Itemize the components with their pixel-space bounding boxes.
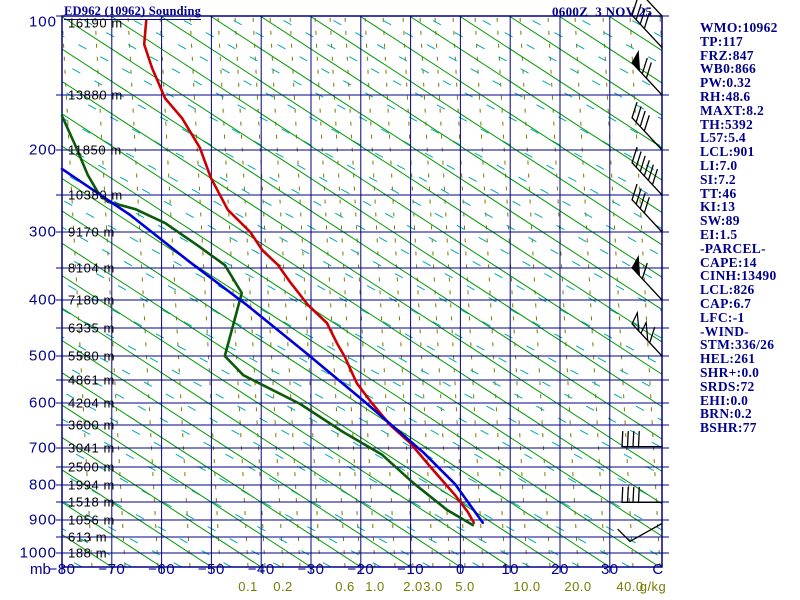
temp-tick-label: −50 [197,561,225,578]
index-line: -WIND- [700,323,750,339]
height-label: 188 m [68,545,108,561]
index-line: SHR+:0.0 [700,364,760,380]
index-line: HEL:261 [700,351,756,367]
index-line: LCL:826 [700,282,755,298]
index-line: RH:48.6 [700,88,751,104]
index-line: WB0:866 [700,61,757,77]
plot-border [61,15,663,568]
height-label: 1518 m [68,494,115,510]
height-label: 13880 m [68,87,123,103]
mixing-ratio-label: 0.6 [335,579,355,594]
index-line: EI:1.5 [700,226,738,242]
parcel-curve [60,167,485,525]
index-line: LI:7.0 [700,157,738,173]
height-label: 6335 m [68,320,115,336]
dewpoint-curve [60,114,475,527]
pressure-label: 1000 [19,544,57,562]
height-label: 8104 m [68,260,115,276]
index-line: BRN:0.2 [700,406,752,422]
height-label: 1056 m [68,512,115,528]
height-label: 7180 m [68,292,115,308]
pressure-label: 100 [28,13,57,31]
temp-tick-label: −60 [148,561,176,578]
index-line: -PARCEL- [700,240,766,256]
temp-tick-label: −70 [98,561,126,578]
temp-tick-label: −30 [297,561,325,578]
index-line: TP:117 [700,33,744,49]
temp-tick-label: −80 [48,561,76,578]
pressure-label: 300 [28,223,57,241]
moist-adiabat-lines [62,16,662,567]
pressure-label: 600 [28,394,57,412]
index-line: TT:46 [700,185,737,201]
index-line: MAXT:8.2 [700,102,765,118]
height-label: 16190 m [68,15,123,31]
index-line: TH:5392 [700,116,754,132]
mixing-ratio-label: 3.0 [423,579,443,594]
height-label: 3600 m [68,417,115,433]
page-title: ED962 (10962) Sounding [64,4,202,20]
mixing-ratio-label: 2.0 [403,579,423,594]
index-line: EHI:0.0 [700,392,749,408]
temperature-curve [142,19,476,525]
mixing-ratio-lines [62,16,662,567]
pressure-label: 200 [28,141,57,159]
index-line: CAP:6.7 [700,295,752,311]
index-line: SRDS:72 [700,378,755,394]
height-label: 5580 m [68,348,115,364]
height-label: 1994 m [68,477,115,493]
indices-panel: WMO:10962 TP:117 FRZ:847 WB0:866 PW:0.32 RH:4… [700,21,778,435]
index-line: CAPE:14 [700,254,757,270]
mixing-ratio-label: 5.0 [455,579,475,594]
temp-tick-label: 10 [501,561,520,578]
height-label: 2500 m [68,459,115,475]
index-line: BSHR:77 [700,420,757,436]
height-label: 11850 m [68,142,122,158]
index-line: L57:5.4 [700,130,746,146]
pressure-unit-label: mb [30,561,51,578]
temp-tick-label: 0 [455,561,465,578]
mixing-ratio-label: 0.2 [273,579,293,594]
index-line: WMO:10962 [700,20,778,35]
wind-barbs [617,0,663,543]
index-line: PW:0.32 [700,75,752,91]
temp-tick-label: 20 [551,561,569,578]
height-label: 9170 m [68,224,115,240]
pressure-label: 400 [28,291,57,309]
pressure-label: 700 [28,439,57,457]
height-label: 613 m [68,529,108,545]
mixing-ratio-label: 10.0 [513,579,541,594]
mixing-unit-label: g/kg [639,579,667,594]
height-label: 4861 m [68,372,115,388]
mixing-ratio-label: 0.1 [238,579,258,594]
height-label: 4204 m [68,395,115,411]
pressure-label: 900 [28,511,57,529]
datetime-label: 0600Z 3 NOV 25 [552,4,653,19]
index-line: SI:7.2 [700,171,736,187]
temp-tick-label: −10 [397,561,425,578]
pressure-label: 500 [28,347,57,365]
index-line: LFC:-1 [700,309,745,325]
dry-adiabat-lines [62,16,662,567]
grid-lines [61,15,662,567]
axis-ticks [56,15,669,573]
temp-tick-label: −20 [347,561,375,578]
mixing-ratio-label: 1.0 [365,579,385,594]
temp-tick-label: −40 [247,561,275,578]
index-line: FRZ:847 [700,47,754,63]
pressure-label: 800 [28,476,57,494]
mixing-ratio-label: 40.0 [616,579,644,594]
index-line: STM:336/26 [700,337,775,353]
height-label: 3041 m [68,440,115,456]
height-label: 10380 m [68,187,123,203]
index-line: LCL:901 [700,144,755,160]
index-line: CINH:13490 [700,268,777,284]
mixing-ratio-label: 20.0 [564,579,592,594]
index-line: KI:13 [700,199,736,215]
index-line: SW:89 [700,213,740,229]
temp-tick-label: 30 [600,561,619,578]
temp-unit-label: C [652,561,664,578]
